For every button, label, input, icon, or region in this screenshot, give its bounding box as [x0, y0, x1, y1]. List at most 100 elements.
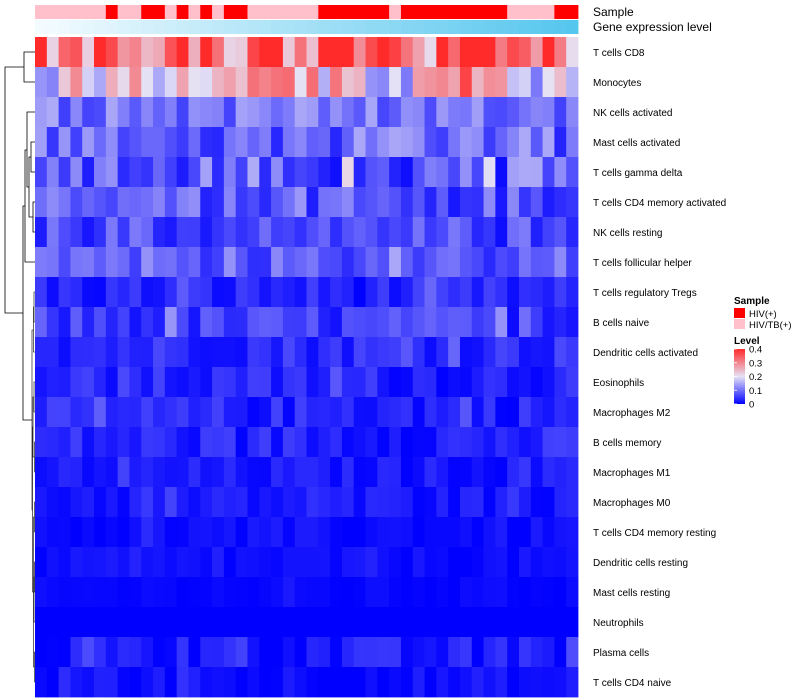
heatmap-cell	[459, 607, 473, 638]
dendrogram-branch	[22, 205, 32, 421]
heatmap-cell	[153, 277, 166, 308]
heatmap-cell	[330, 157, 343, 188]
heatmap-cell	[129, 217, 142, 248]
heatmap-cell	[318, 367, 331, 398]
heatmap-cell	[542, 397, 555, 428]
row-label: B cells memory	[593, 438, 661, 449]
heatmap-cell	[412, 517, 425, 548]
heatmap-cell	[471, 97, 484, 128]
heatmap-cell	[200, 547, 213, 578]
heatmap-cell	[82, 127, 95, 158]
heatmap-cell	[412, 127, 425, 158]
heatmap-cell	[105, 517, 119, 548]
heatmap-cell	[247, 517, 260, 548]
heatmap-cell	[282, 427, 296, 458]
heatmap-cell	[448, 457, 461, 488]
sample-annotation-cell	[365, 5, 378, 19]
heatmap-cell	[412, 217, 425, 248]
heatmap-cell	[389, 247, 402, 278]
heatmap-cell	[271, 367, 284, 398]
heatmap-cell	[235, 337, 248, 368]
heatmap-cell	[353, 307, 366, 338]
heatmap-cell	[554, 607, 567, 638]
sample-annotation-cell	[566, 5, 579, 19]
dendrogram-branch	[34, 651, 35, 683]
heatmap-cell	[471, 487, 484, 518]
heatmap-cell	[495, 247, 508, 278]
heatmap-cell	[46, 37, 60, 68]
sample-annotation-cell	[235, 5, 248, 19]
heatmap-cell	[400, 337, 414, 368]
heatmap-cell	[424, 517, 437, 548]
heatmap-cell	[389, 97, 402, 128]
heatmap-cell	[400, 157, 414, 188]
heatmap-cell	[200, 457, 213, 488]
heatmap-cell	[365, 607, 378, 638]
heatmap-cell	[306, 277, 319, 308]
heatmap-cell	[105, 607, 119, 638]
row-dendrogram	[4, 51, 35, 683]
sample-annotation-cell	[448, 5, 461, 19]
heatmap-cell	[459, 127, 473, 158]
heatmap-cell	[141, 217, 154, 248]
heatmap-cell	[188, 307, 201, 338]
heatmap-cell	[389, 667, 402, 698]
heatmap-cell	[223, 187, 237, 218]
heatmap-cell	[141, 307, 154, 338]
heatmap-cell	[530, 427, 543, 458]
heatmap-cell	[483, 277, 496, 308]
heatmap-cell	[58, 607, 71, 638]
heatmap-cell	[518, 127, 532, 158]
expression-annotation-cell	[518, 20, 532, 34]
heatmap-cell	[459, 637, 473, 668]
heatmap-cell	[436, 667, 449, 698]
heatmap-cell	[164, 187, 178, 218]
heatmap-cell	[247, 337, 260, 368]
heatmap-cell	[389, 577, 402, 608]
heatmap-cell	[365, 217, 378, 248]
heatmap-cell	[58, 397, 71, 428]
sample-annotation-cell	[318, 5, 331, 19]
heatmap-cell	[82, 427, 95, 458]
heatmap-cell	[554, 547, 567, 578]
heatmap-cell	[188, 97, 201, 128]
heatmap-cell	[94, 37, 107, 68]
heatmap-cell	[141, 637, 154, 668]
heatmap-cell	[436, 277, 449, 308]
heatmap-cell	[353, 37, 366, 68]
heatmap-cell	[282, 307, 296, 338]
expression-annotation-cell	[164, 20, 178, 34]
heatmap-cell	[377, 157, 390, 188]
dendrogram-branch	[33, 306, 35, 353]
heatmap-cell	[566, 577, 579, 608]
heatmap-cell	[448, 307, 461, 338]
dendrogram-branch	[34, 561, 35, 593]
heatmap-cell	[247, 637, 260, 668]
heatmap-cell	[259, 247, 272, 278]
heatmap-cell	[259, 547, 272, 578]
heatmap-cell	[341, 397, 355, 428]
heatmap-cell	[459, 307, 473, 338]
heatmap-cell	[188, 37, 201, 68]
heatmap-cell	[153, 247, 166, 278]
heatmap-cell	[365, 487, 378, 518]
expression-annotation-cell	[389, 20, 402, 34]
heatmap-cell	[105, 337, 119, 368]
heatmap-cell	[247, 397, 260, 428]
heatmap-cell	[35, 607, 48, 638]
heatmap-cell	[58, 97, 71, 128]
heatmap-cell	[94, 307, 107, 338]
heatmap-cell	[542, 277, 555, 308]
heatmap-cell	[530, 307, 543, 338]
heatmap-cell	[318, 637, 331, 668]
heatmap-cell	[188, 577, 201, 608]
heatmap-cell	[424, 217, 437, 248]
heatmap-cell	[188, 127, 201, 158]
heatmap-cell	[141, 367, 154, 398]
heatmap-cell	[235, 187, 248, 218]
heatmap-cell	[554, 247, 567, 278]
heatmap-cell	[70, 37, 83, 68]
expression-annotation-cell	[247, 20, 260, 34]
heatmap-cell	[483, 367, 496, 398]
heatmap-cell	[530, 97, 543, 128]
